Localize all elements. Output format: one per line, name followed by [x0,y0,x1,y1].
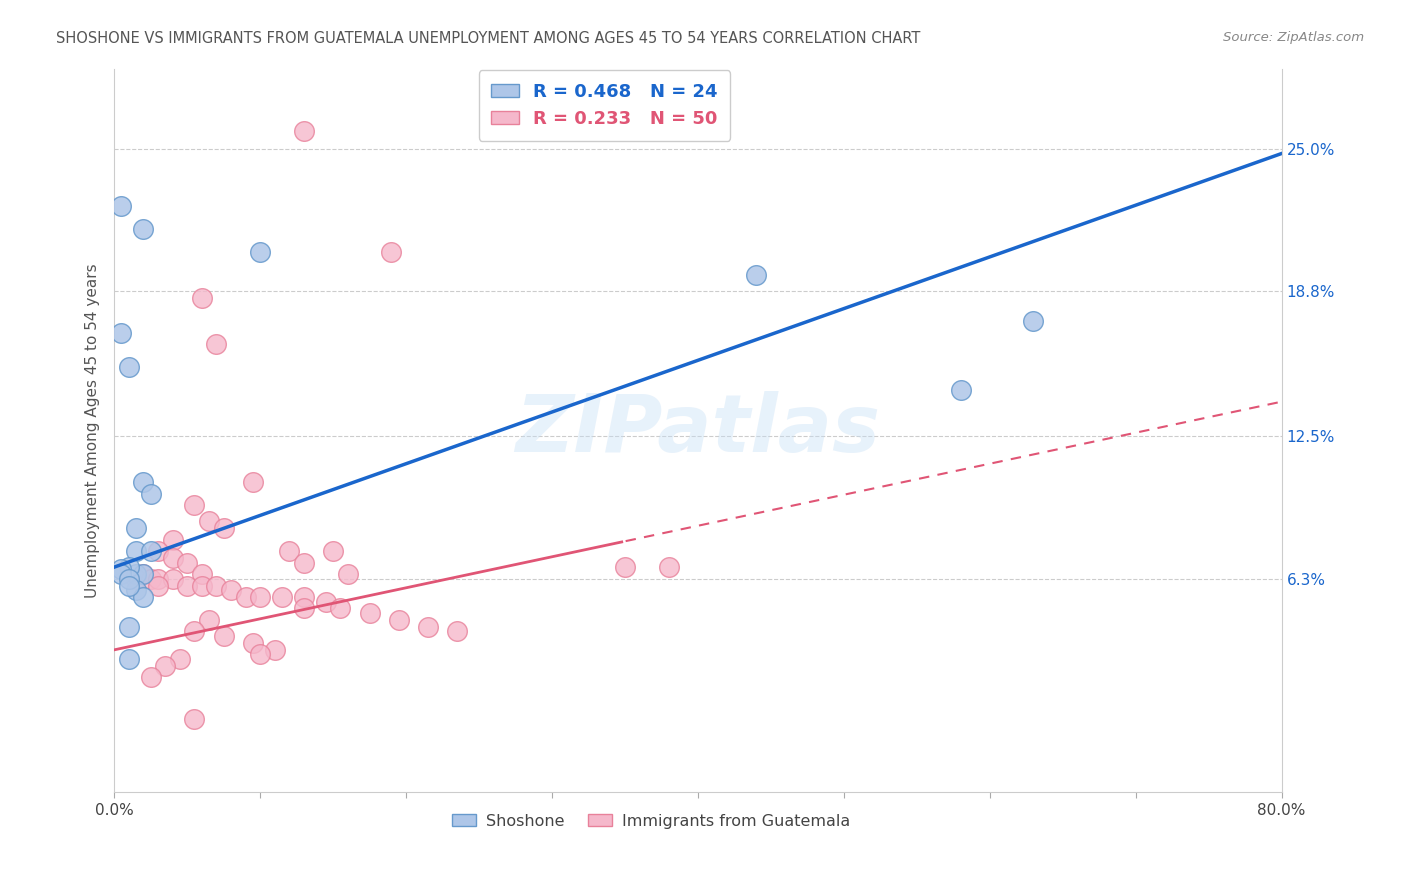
Point [219,583,242,598]
Point [110,567,132,582]
Point [329,601,352,615]
Point [118,620,141,634]
Text: ZIPatlas: ZIPatlas [516,392,880,469]
Point [162,550,184,565]
Point [176,578,198,592]
Point [146,572,169,586]
Point [169,652,191,666]
Point [139,486,162,500]
Point [110,326,132,340]
Point [118,560,141,574]
Point [613,560,636,574]
Point [190,578,212,592]
Point [242,636,264,650]
Point [162,572,184,586]
Point [125,521,148,535]
Point [249,648,271,662]
Point [249,245,271,260]
Point [146,544,169,558]
Point [125,583,148,598]
Point [132,222,155,236]
Point [125,572,148,586]
Text: Source: ZipAtlas.com: Source: ZipAtlas.com [1223,31,1364,45]
Point [139,544,162,558]
Point [263,643,285,657]
Point [176,556,198,570]
Point [292,590,315,604]
Point [190,291,212,305]
Point [132,590,155,604]
Point [183,624,205,639]
Point [110,562,132,576]
Point [359,606,381,620]
Legend: Shoshone, Immigrants from Guatemala: Shoshone, Immigrants from Guatemala [446,807,856,835]
Point [205,337,228,351]
Point [183,712,205,726]
Point [190,567,212,582]
Point [118,652,141,666]
Point [110,199,132,213]
Text: SHOSHONE VS IMMIGRANTS FROM GUATEMALA UNEMPLOYMENT AMONG AGES 45 TO 54 YEARS COR: SHOSHONE VS IMMIGRANTS FROM GUATEMALA UN… [56,31,921,46]
Point [322,544,344,558]
Point [315,594,337,608]
Point [278,544,301,558]
Point [388,613,411,627]
Point [146,578,169,592]
Point [235,590,257,604]
Point [212,629,235,643]
Point [139,670,162,684]
Point [139,572,162,586]
Point [162,533,184,547]
Point [336,567,359,582]
Point [198,613,221,627]
Point [380,245,402,260]
Point [125,544,148,558]
Point [212,521,235,535]
Point [132,567,155,582]
Point [658,560,681,574]
Point [416,620,439,634]
Point [242,475,264,489]
Point [132,475,155,489]
Point [949,383,972,397]
Point [446,624,468,639]
Point [292,601,315,615]
Point [125,567,148,582]
Point [292,556,315,570]
Point [118,360,141,375]
Point [205,578,228,592]
Point [118,578,141,592]
Point [292,123,315,137]
Point [132,567,155,582]
Y-axis label: Unemployment Among Ages 45 to 54 years: Unemployment Among Ages 45 to 54 years [86,263,100,598]
Point [1022,314,1045,328]
Point [118,572,141,586]
Point [745,268,768,283]
Point [249,590,271,604]
Point [271,590,294,604]
Point [198,514,221,528]
Point [155,659,177,673]
Point [183,498,205,512]
